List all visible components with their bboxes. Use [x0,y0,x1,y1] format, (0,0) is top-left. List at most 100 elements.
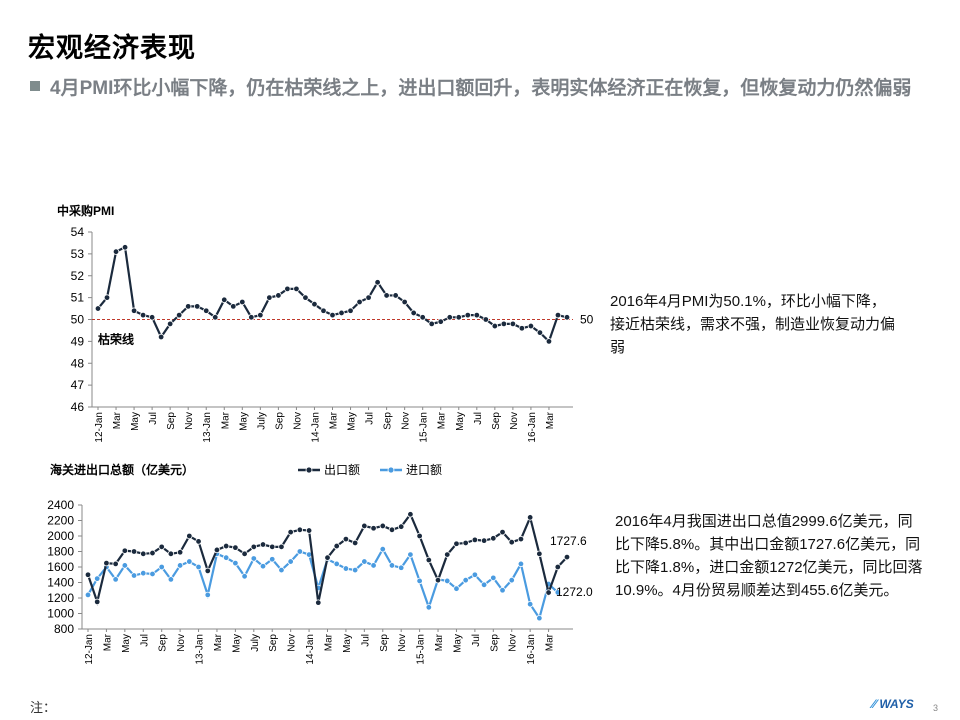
import-point [388,562,396,569]
export-point [554,563,561,571]
import-point [342,565,350,572]
x-tick-label: Mar [102,633,113,651]
x-tick-label: Mar [112,411,123,429]
pmi-point [230,303,237,310]
export-point [526,514,534,521]
import-point [351,566,359,574]
x-tick-label: Mar [324,633,335,651]
pmi-point [365,294,372,301]
export-point [296,526,304,533]
import-line [87,546,559,621]
x-tick-label: Nov [508,634,519,652]
export-point [508,539,515,546]
import-point [554,589,561,596]
import-point [84,591,92,599]
page-title: 宏观经济表现 [28,33,196,63]
x-tick-label: Sep [379,634,390,652]
pmi-point [184,303,192,310]
export-point [490,535,497,542]
export-point [545,589,552,596]
pmi-point [482,316,490,323]
x-tick-label: May [121,634,132,653]
pmi-point [428,320,435,328]
chart-title: 中采购PMI [57,203,114,218]
x-tick-label: Nov [509,412,520,430]
export-point [213,546,221,554]
export-point [462,539,469,547]
import-point [204,591,211,599]
export-point [94,598,101,606]
legend-marker-export [305,466,313,474]
export-point [195,538,202,545]
import-point [232,559,239,567]
export-point [250,543,258,551]
import-point [140,570,147,577]
bullet-marker [30,81,40,91]
x-tick-label: July [256,412,267,430]
export-point [388,526,396,533]
pmi-point [148,314,156,321]
logo-text: WAYS [879,697,914,711]
export-point [351,539,359,547]
pmi-point [112,248,120,255]
y-tick-label: 46 [71,400,85,414]
export-point [84,571,92,578]
import-point [158,563,165,571]
import-point [259,563,267,570]
export-point [103,559,110,567]
import-point [480,581,488,589]
pmi-point [419,314,426,321]
export-point [425,556,433,564]
export-point [379,522,386,530]
pmi-point [329,311,336,319]
y-tick-label: 50 [71,313,85,327]
y-tick-label: 2400 [47,498,74,512]
export-point [167,550,175,558]
export-point [121,547,129,554]
x-tick-label: Jul [471,634,482,647]
pmi-point [311,300,318,308]
pmi-chart: 中采购PMI 46 47 48 49 50 51 52 53 54 12-Jan Mar May Jul S… [57,203,594,443]
x-tick-label: Jul [148,412,159,425]
pmi-point [175,311,183,319]
export-point [517,535,525,543]
import-point [222,554,230,561]
pmi-point [239,298,246,306]
y-tick-label: 54 [71,225,85,239]
import-point [333,560,340,568]
x-tick-label: 14-Jan [310,412,321,443]
import-point [186,558,193,565]
pmi-point [293,285,300,293]
y-tick-label: 53 [71,247,85,261]
export-point [204,567,211,575]
import-point [499,587,506,594]
export-point [361,522,368,530]
import-point [471,571,479,578]
x-tick-label: May [238,412,249,431]
x-tick-label: Nov [184,412,195,430]
x-tick-label: 13-Jan [195,634,206,665]
pmi-commentary: 2016年4月PMI为50.1%，环比小幅下降，接近枯荣线，需求不强，制造业恢复… [610,293,896,356]
import-point [526,601,534,608]
x-tick-label: Mar [220,411,231,429]
x-tick-label: Sep [158,634,169,652]
x-tick-label: May [452,634,463,653]
page-subtitle: 4月PMI环比小幅下降，仍在枯荣线之上，进出口额回升，表明实体经济正在恢复，但恢… [50,78,912,99]
export-point [342,535,350,543]
pmi-point [563,314,571,321]
y-tick-label: 2200 [47,514,74,528]
x-tick-label: 12-Jan [94,412,105,443]
threshold-end-label: 50 [580,313,594,327]
export-point [278,543,285,551]
x-tick-label: Mar [213,633,224,651]
import-point [397,564,405,571]
import-point [167,576,175,583]
pmi-point [266,294,273,301]
pmi-point [374,279,381,286]
x-tick-label: Jul [360,634,371,647]
export-point [186,532,193,540]
import-point [112,576,119,583]
pmi-point [248,314,255,321]
x-tick-label: Mar [437,411,448,429]
